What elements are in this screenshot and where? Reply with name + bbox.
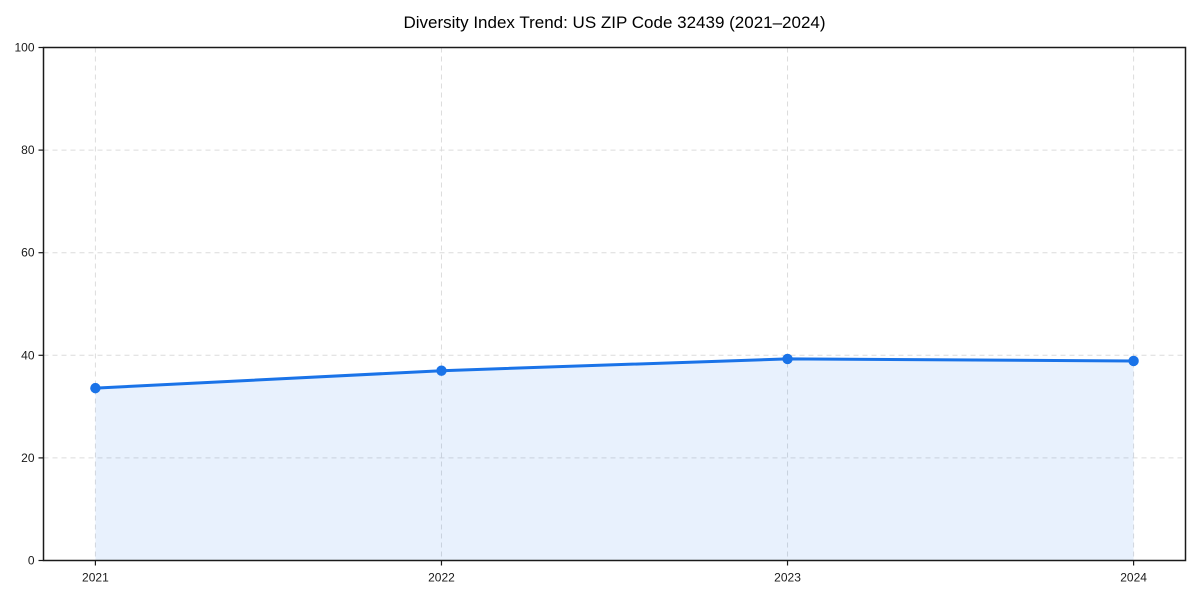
y-tick-label: 100	[14, 41, 34, 55]
axis-ticks	[38, 46, 1135, 566]
x-tick-label: 2023	[774, 571, 801, 585]
y-tick-label: 80	[21, 143, 35, 157]
chart-title: Diversity Index Trend: US ZIP Code 32439…	[403, 13, 826, 32]
axis-tick-labels: 0 20 40 60 80 100 2021 2022 2023 2024	[14, 41, 1147, 585]
data-point	[436, 365, 447, 376]
y-tick-label: 0	[28, 554, 35, 568]
data-point	[90, 382, 101, 394]
y-tick-label: 40	[21, 348, 35, 362]
area-fill	[95, 358, 1134, 561]
data-points	[90, 353, 1139, 394]
data-point	[1128, 355, 1139, 367]
data-point	[782, 353, 793, 365]
y-tick-label: 20	[21, 451, 35, 465]
x-tick-label: 2022	[428, 571, 455, 585]
plot-border	[42, 46, 1187, 562]
x-tick-label: 2024	[1120, 571, 1147, 585]
y-tick-label: 60	[21, 246, 35, 260]
series-line	[93, 357, 1136, 390]
x-tick-label: 2021	[82, 571, 109, 585]
